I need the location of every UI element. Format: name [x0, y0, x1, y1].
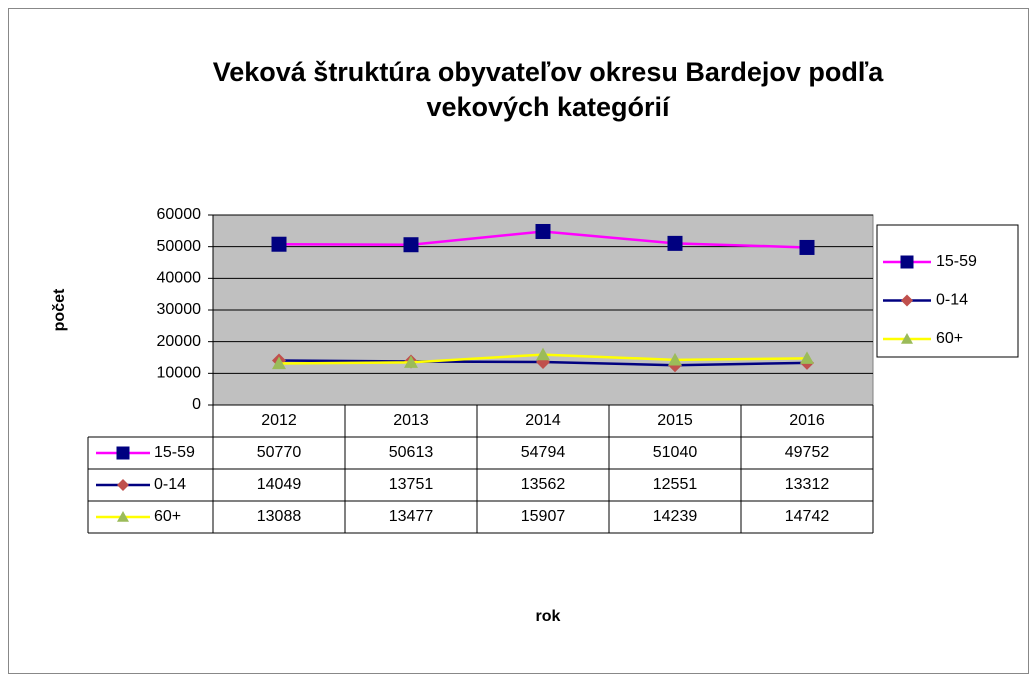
table-cell: 14049 — [257, 476, 302, 493]
chart-title: vekových kategórií — [426, 92, 671, 122]
marker — [117, 479, 129, 491]
table-cell: 54794 — [521, 444, 566, 461]
legend-label: 0-14 — [936, 292, 968, 309]
table-cell: 13312 — [785, 476, 830, 493]
marker — [799, 239, 815, 255]
x-tick-label: 2016 — [789, 412, 825, 429]
table-cell: 49752 — [785, 444, 830, 461]
table-series-name: 0-14 — [154, 476, 186, 493]
table-series-name: 15-59 — [154, 444, 195, 461]
marker — [404, 355, 418, 368]
table-cell: 13477 — [389, 508, 434, 525]
marker — [667, 235, 683, 251]
table-cell: 13562 — [521, 476, 566, 493]
marker — [272, 356, 286, 370]
y-tick-label: 0 — [192, 396, 201, 413]
legend-label: 60+ — [936, 330, 963, 347]
marker — [116, 446, 130, 460]
table-series-name: 60+ — [154, 508, 181, 525]
marker — [117, 511, 129, 522]
x-tick-label: 2012 — [261, 412, 297, 429]
marker — [271, 236, 287, 252]
legend-box — [876, 224, 1019, 358]
marker — [536, 347, 550, 361]
y-tick-label: 60000 — [157, 206, 202, 223]
y-tick-label: 50000 — [157, 238, 202, 255]
marker — [901, 294, 913, 307]
table-cell: 14742 — [785, 508, 830, 525]
x-tick-label: 2015 — [657, 412, 693, 429]
table-cell: 15907 — [521, 508, 566, 525]
marker — [535, 223, 551, 239]
table-cell: 50770 — [257, 444, 302, 461]
y-tick-label: 30000 — [157, 301, 202, 318]
table-cell: 13088 — [257, 508, 302, 525]
y-tick-label: 10000 — [157, 365, 202, 382]
marker — [403, 237, 419, 253]
table-cell: 13751 — [389, 476, 434, 493]
x-tick-label: 2014 — [525, 412, 561, 429]
chart-title: Veková štruktúra obyvateľov okresu Barde… — [213, 57, 885, 87]
x-tick-label: 2013 — [393, 412, 429, 429]
marker — [901, 333, 913, 344]
marker — [668, 352, 682, 366]
legend-label: 15-59 — [936, 253, 977, 270]
y-tick-label: 40000 — [157, 270, 202, 287]
y-axis-title: počet — [51, 288, 68, 331]
table-cell: 51040 — [653, 444, 698, 461]
y-tick-label: 20000 — [157, 333, 202, 350]
marker — [800, 351, 814, 364]
x-axis-title: rok — [536, 608, 561, 625]
table-cell: 14239 — [653, 508, 698, 525]
marker — [900, 255, 914, 269]
table-cell: 50613 — [389, 444, 434, 461]
table-cell: 12551 — [653, 476, 698, 493]
